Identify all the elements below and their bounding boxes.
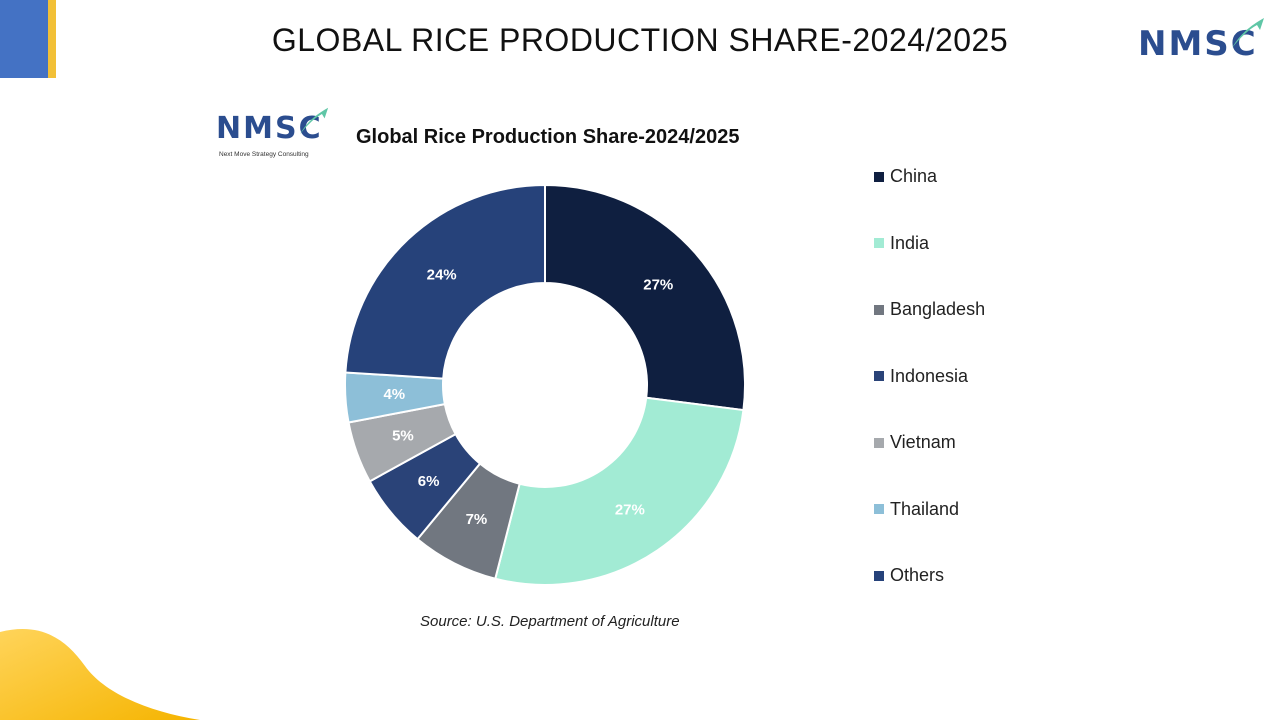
legend-label: Bangladesh: [890, 299, 986, 319]
corner-accent-blue: [0, 0, 48, 78]
legend-swatch: [874, 371, 884, 381]
legend-label: Vietnam: [890, 432, 956, 452]
corner-accent-yellow: [48, 0, 56, 78]
data-label-others: 24%: [427, 266, 457, 283]
legend-swatch: [874, 437, 884, 448]
legend-item-vietnam: Vietnam: [874, 432, 956, 453]
logo-wordmark: NMSC: [216, 111, 323, 146]
donut-chart: 27% 27% 7% 6% 5% 4% 24%: [344, 183, 746, 586]
legend-item-bangladesh: Bangladesh: [874, 299, 985, 320]
source-note: Source: U.S. Department of Agriculture: [420, 613, 680, 630]
data-label-thailand: 4%: [383, 386, 405, 403]
chart-title: Global Rice Production Share-2024/2025: [356, 126, 740, 148]
legend-swatch: [874, 570, 884, 581]
logo-wordmark: NMSC: [1138, 24, 1258, 64]
data-label-india: 27%: [615, 501, 645, 518]
legend-item-others: Others: [874, 565, 944, 586]
nmsc-logo-header: NMSC: [1138, 16, 1266, 64]
data-label-vietnam: 5%: [392, 428, 414, 445]
legend-item-thailand: Thailand: [874, 499, 959, 520]
logo-arrow-icon: [1232, 18, 1264, 48]
legend-swatch: [874, 504, 884, 514]
legend-item-china: China: [874, 166, 937, 187]
decorative-wave: [0, 629, 200, 720]
legend-label: Indonesia: [890, 365, 969, 386]
legend-label: China: [890, 166, 938, 186]
donut-slice-india: [494, 396, 745, 586]
data-label-bangladesh: 7%: [466, 511, 488, 528]
donut-slice-others: [344, 183, 546, 380]
legend-item-indonesia: Indonesia: [874, 366, 968, 387]
legend-label: India: [890, 232, 930, 253]
data-label-indonesia: 6%: [418, 473, 440, 490]
logo-arrow-icon: [299, 107, 329, 135]
legend-swatch: [874, 238, 884, 248]
data-label-china: 27%: [643, 277, 673, 294]
slide-title: GLOBAL RICE PRODUCTION SHARE-2024/2025: [271, 22, 1009, 58]
nmsc-logo-chart: NMSC Next Move Strategy Consulting: [216, 106, 334, 158]
legend-label: Others: [890, 565, 945, 585]
legend-label: Thailand: [890, 498, 960, 519]
donut-slice-china: [544, 183, 746, 412]
logo-tagline: Next Move Strategy Consulting: [219, 151, 309, 158]
legend-swatch: [874, 304, 884, 315]
legend-swatch: [874, 171, 884, 182]
legend-item-india: India: [874, 233, 929, 254]
